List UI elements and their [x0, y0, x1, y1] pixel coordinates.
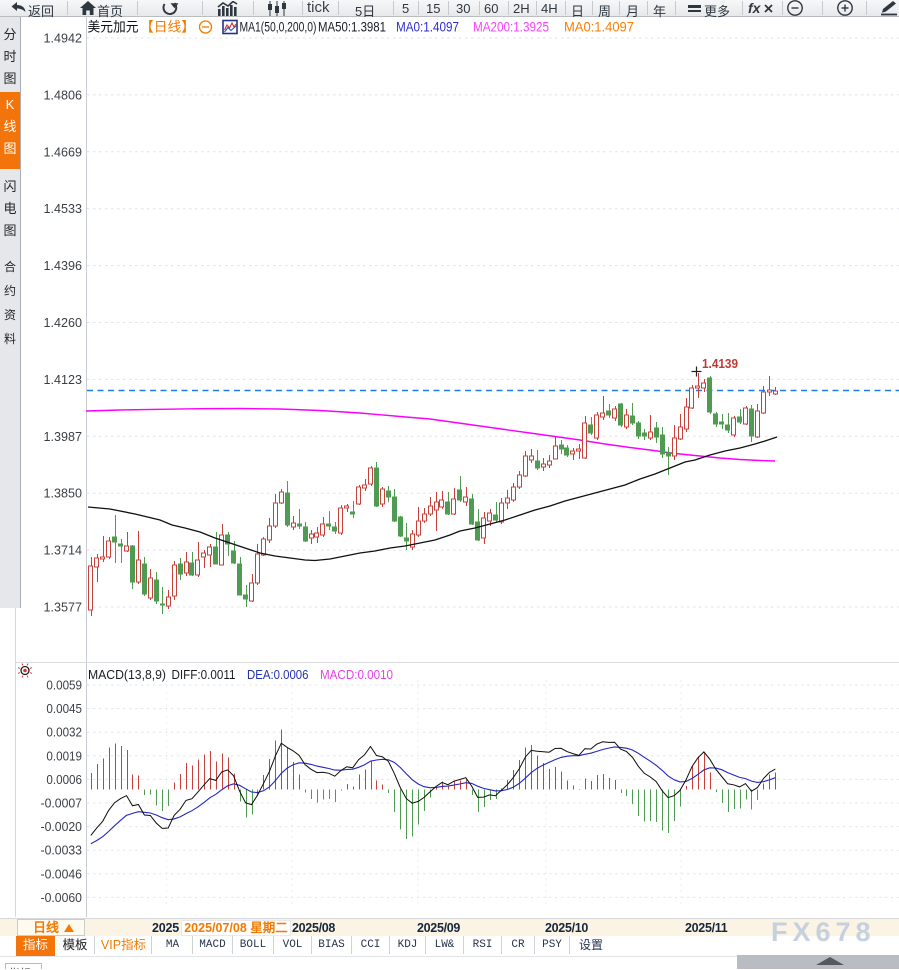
svg-text:1.4123: 1.4123 — [44, 372, 83, 387]
svg-text:MA0:1.4097: MA0:1.4097 — [396, 20, 459, 35]
svg-text:MA0:1.4097: MA0:1.4097 — [564, 20, 634, 35]
svg-text:-0.0060: -0.0060 — [41, 891, 83, 905]
svg-text:0.0032: 0.0032 — [46, 726, 82, 740]
svg-text:1.3577: 1.3577 — [44, 600, 83, 615]
svg-text:DEA:0.0006: DEA:0.0006 — [247, 667, 309, 682]
svg-text:1.4806: 1.4806 — [44, 87, 83, 102]
svg-text:1.3714: 1.3714 — [44, 543, 83, 558]
svg-text:0.0059: 0.0059 — [46, 679, 82, 693]
svg-text:MACD:0.0010: MACD:0.0010 — [320, 667, 393, 682]
svg-text:1.4669: 1.4669 — [44, 144, 83, 159]
svg-text:1.4533: 1.4533 — [44, 201, 83, 216]
svg-text:1.4139: 1.4139 — [702, 356, 738, 371]
svg-text:1.4260: 1.4260 — [44, 315, 83, 330]
svg-text:-0.0007: -0.0007 — [41, 797, 83, 811]
svg-text:MA200:1.3925: MA200:1.3925 — [473, 20, 549, 35]
svg-text:DIFF:0.0011: DIFF:0.0011 — [172, 667, 236, 682]
svg-text:-0.0033: -0.0033 — [41, 844, 83, 858]
svg-text:0.0045: 0.0045 — [46, 702, 82, 716]
svg-text:1.3850: 1.3850 — [44, 486, 83, 501]
svg-text:美元加元: 美元加元 — [88, 20, 139, 35]
svg-text:MA50:1.3981: MA50:1.3981 — [318, 20, 386, 35]
svg-text:0.0006: 0.0006 — [46, 773, 82, 787]
svg-text:1.4396: 1.4396 — [44, 258, 83, 273]
svg-text:【日线】: 【日线】 — [140, 20, 195, 35]
svg-text:MA1(50,0,200,0): MA1(50,0,200,0) — [240, 20, 317, 35]
svg-text:-0.0046: -0.0046 — [41, 867, 83, 881]
svg-text:1.4942: 1.4942 — [44, 31, 83, 46]
svg-text:MACD(13,8,9): MACD(13,8,9) — [88, 667, 166, 682]
svg-text:-0.0020: -0.0020 — [41, 820, 83, 834]
svg-text:1.3987: 1.3987 — [44, 429, 83, 444]
svg-text:0.0019: 0.0019 — [46, 749, 82, 763]
